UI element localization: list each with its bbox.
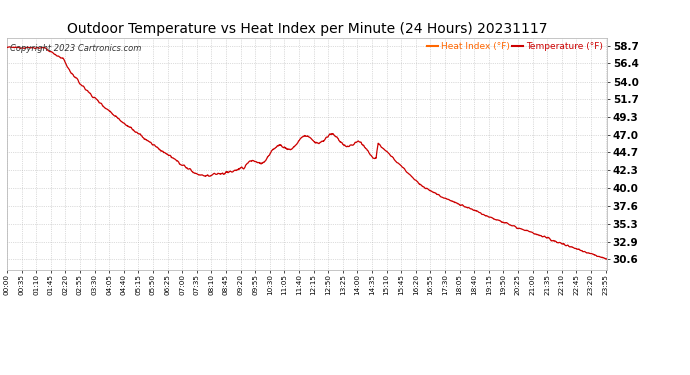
Text: Copyright 2023 Cartronics.com: Copyright 2023 Cartronics.com xyxy=(10,45,141,54)
Title: Outdoor Temperature vs Heat Index per Minute (24 Hours) 20231117: Outdoor Temperature vs Heat Index per Mi… xyxy=(67,22,547,36)
Legend: Heat Index (°F), Temperature (°F): Heat Index (°F), Temperature (°F) xyxy=(427,42,602,51)
